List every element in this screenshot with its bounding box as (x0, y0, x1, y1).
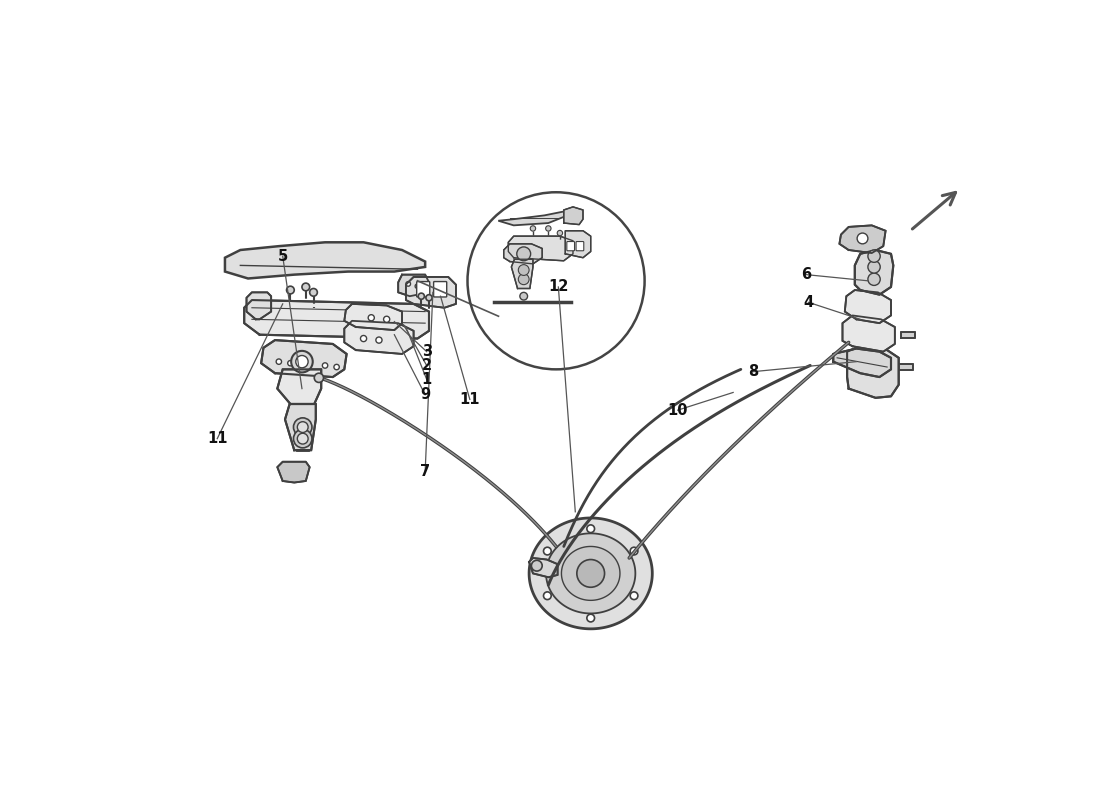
Circle shape (586, 614, 595, 622)
Circle shape (857, 233, 868, 244)
Circle shape (418, 293, 425, 299)
Circle shape (294, 430, 312, 448)
Circle shape (361, 335, 366, 342)
Polygon shape (504, 244, 542, 264)
Circle shape (276, 359, 282, 364)
Circle shape (530, 226, 536, 231)
Polygon shape (224, 242, 425, 278)
Circle shape (543, 547, 551, 555)
Circle shape (868, 261, 880, 273)
Text: 7: 7 (420, 464, 430, 479)
FancyBboxPatch shape (566, 242, 574, 250)
Polygon shape (498, 211, 568, 226)
Text: 1: 1 (421, 372, 432, 387)
FancyBboxPatch shape (576, 242, 584, 250)
Text: 12: 12 (548, 279, 569, 294)
Text: 8: 8 (748, 364, 758, 379)
Circle shape (288, 361, 293, 366)
Circle shape (520, 292, 528, 300)
Circle shape (315, 373, 323, 382)
Circle shape (558, 230, 562, 236)
Polygon shape (546, 534, 636, 614)
Polygon shape (839, 226, 886, 253)
Polygon shape (277, 462, 310, 482)
Polygon shape (845, 290, 891, 323)
Polygon shape (563, 207, 583, 225)
Polygon shape (261, 340, 346, 377)
Text: 11: 11 (460, 392, 480, 407)
Polygon shape (529, 518, 652, 629)
Circle shape (576, 559, 605, 587)
Polygon shape (508, 236, 573, 261)
Polygon shape (855, 250, 893, 294)
Circle shape (630, 592, 638, 599)
Polygon shape (244, 300, 429, 338)
Circle shape (586, 525, 595, 533)
Circle shape (546, 226, 551, 231)
Polygon shape (344, 304, 403, 330)
Circle shape (310, 289, 318, 296)
Polygon shape (843, 315, 895, 352)
Polygon shape (834, 349, 891, 377)
Text: 4: 4 (803, 295, 814, 310)
Circle shape (368, 314, 374, 321)
FancyBboxPatch shape (433, 282, 447, 297)
Polygon shape (246, 292, 271, 319)
Circle shape (868, 250, 880, 262)
Circle shape (296, 355, 308, 368)
Polygon shape (847, 346, 899, 398)
Circle shape (426, 294, 432, 301)
Polygon shape (529, 558, 558, 578)
Circle shape (297, 422, 308, 433)
Polygon shape (899, 364, 913, 370)
Circle shape (531, 560, 542, 571)
Circle shape (517, 247, 530, 261)
Circle shape (543, 592, 551, 599)
Polygon shape (512, 259, 534, 289)
Polygon shape (285, 404, 316, 450)
Circle shape (406, 282, 410, 286)
Polygon shape (901, 332, 915, 338)
FancyBboxPatch shape (417, 282, 430, 297)
Circle shape (384, 316, 389, 322)
Circle shape (297, 434, 308, 444)
Circle shape (518, 274, 529, 285)
Polygon shape (561, 546, 620, 600)
Text: 11: 11 (207, 431, 228, 446)
Polygon shape (406, 277, 455, 308)
Polygon shape (344, 321, 414, 354)
Polygon shape (398, 274, 429, 296)
Text: 2: 2 (421, 358, 432, 373)
Text: 6: 6 (801, 267, 812, 282)
Circle shape (322, 363, 328, 368)
Circle shape (868, 273, 880, 286)
Text: 10: 10 (668, 402, 688, 418)
Text: 5: 5 (277, 249, 288, 264)
Circle shape (376, 337, 382, 343)
Text: 9: 9 (420, 387, 430, 402)
Text: 3: 3 (421, 344, 432, 359)
Polygon shape (565, 230, 591, 258)
Circle shape (301, 283, 310, 291)
Circle shape (286, 286, 295, 294)
Circle shape (518, 265, 529, 275)
Circle shape (334, 364, 339, 370)
Circle shape (415, 284, 420, 289)
Circle shape (294, 418, 312, 436)
Circle shape (630, 547, 638, 555)
Circle shape (292, 351, 312, 373)
Polygon shape (277, 370, 321, 404)
